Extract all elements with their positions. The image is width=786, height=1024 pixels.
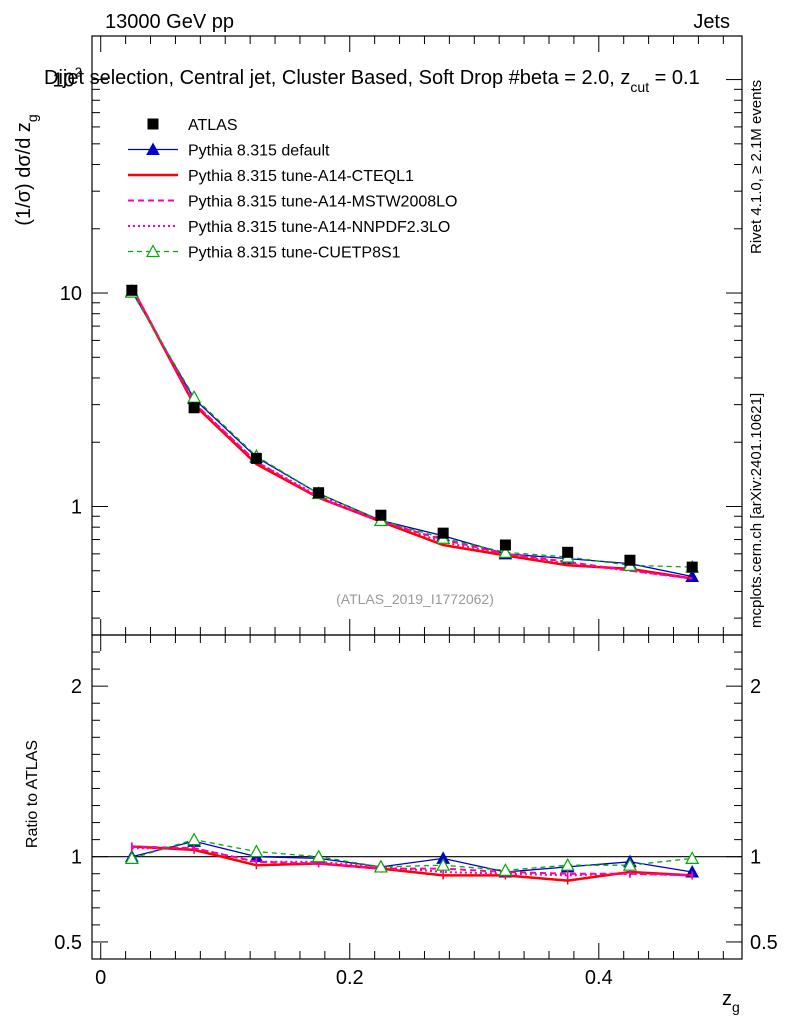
ratio-point-pythia-8-315-tune-cuetp8s1 <box>560 857 575 871</box>
main-y-tick-label: 10 <box>60 283 82 305</box>
ratio-y-tick-label: 0.5 <box>54 932 82 954</box>
legend-label-pythia-8-315-default: Pythia 8.315 default <box>188 143 330 160</box>
main-line-pythia-8-315-tune-a14-nnpdf2-3lo <box>130 287 693 580</box>
ratio-point-pythia-8-315-tune-cuetp8s1 <box>498 863 513 876</box>
ratio-y-tick-label: 1 <box>71 847 82 869</box>
data-point-atlas <box>624 554 636 566</box>
ratio-point-pythia-8-315-tune-cuetp8s1 <box>187 832 202 846</box>
legend-label-pythia-8-315-tune-a14-nnpdf2-3lo: Pythia 8.315 tune-A14-NNPDF2.3LO <box>188 219 450 236</box>
main-line-pythia-8-315-tune-a14-cteql1 <box>130 287 693 580</box>
data-point-atlas <box>188 402 200 414</box>
energy-label: 13000 GeV pp <box>105 11 234 33</box>
main-point-pythia-8-315-tune-cuetp8s1 <box>187 389 202 403</box>
legend-marker-atlas <box>147 118 159 130</box>
data-point-atlas <box>562 546 574 558</box>
selection-title-tail: = 0.1 <box>649 67 700 89</box>
selection-title: Dijet selection, Central jet, Cluster Ba… <box>44 67 700 95</box>
process-label: Jets <box>693 11 730 33</box>
legend-label-pythia-8-315-tune-cuetp8s1: Pythia 8.315 tune-CUETP8S1 <box>188 245 401 262</box>
x-tick-label: 0.4 <box>585 967 613 989</box>
ratio-y-tick-label-right: 0.5 <box>750 932 778 954</box>
ratio-y-tick-label-right: 2 <box>750 676 761 698</box>
ratio-point-pythia-8-315-tune-cuetp8s1 <box>249 844 264 858</box>
legend-entry-pythia-8-315-tune-a14-cteql1: Pythia 8.315 tune-A14-CTEQL1 <box>128 168 414 185</box>
legend-label-pythia-8-315-tune-a14-cteql1: Pythia 8.315 tune-A14-CTEQL1 <box>188 168 414 185</box>
ratio-point-pythia-8-315-tune-cuetp8s1 <box>685 851 700 864</box>
ratio-y-axis-label: Ratio to ATLAS <box>24 740 41 848</box>
main-y-tick-label: 1 <box>71 496 82 518</box>
data-point-atlas <box>499 539 511 551</box>
selection-title-sub: cut <box>630 79 649 95</box>
ratio-point-pythia-8-315-tune-cuetp8s1 <box>311 849 326 863</box>
legend-label-pythia-8-315-tune-a14-mstw2008lo: Pythia 8.315 tune-A14-MSTW2008LO <box>188 194 457 211</box>
analysis-watermark: (ATLAS_2019_I1772062) <box>336 591 494 607</box>
legend-entry-atlas: ATLAS <box>147 117 238 134</box>
mcplots-label: mcplots.cern.ch [arXiv:2401.10621] <box>748 393 765 628</box>
main-y-tick-label-base: 10 <box>53 70 75 92</box>
rivet-version-label: Rivet 4.1.0, ≥ 2.1M events <box>748 80 765 254</box>
ratio-line-pythia-8-315-tune-cuetp8s1 <box>131 838 693 871</box>
main-point-pythia-8-315-tune-cuetp8s1 <box>498 545 513 558</box>
legend-entry-pythia-8-315-tune-a14-nnpdf2-3lo: Pythia 8.315 tune-A14-NNPDF2.3LO <box>128 219 450 236</box>
main-y-axis-label-main: (1/σ) dσ/d z <box>13 122 35 226</box>
ratio-panel-frame <box>91 634 743 960</box>
main-line-pythia-8-315-tune-cuetp8s1 <box>131 291 693 568</box>
ratio-y-tick-label: 2 <box>71 676 82 698</box>
main-y-tick-label-exponent: 2 <box>75 65 82 80</box>
x-tick-label: 0.2 <box>336 967 364 989</box>
data-point-atlas <box>250 452 262 464</box>
ratio-point-pythia-8-315-tune-cuetp8s1 <box>124 851 139 864</box>
x-axis-label-subscript: g <box>732 999 740 1015</box>
main-line-pythia-8-315-tune-a14-mstw2008lo <box>130 286 693 580</box>
ratio-point-pythia-8-315-tune-cuetp8s1 <box>373 859 388 873</box>
legend-entry-pythia-8-315-default: Pythia 8.315 default <box>128 142 330 160</box>
legend-marker-pythia-8-315-default <box>146 142 160 155</box>
legend-label-atlas: ATLAS <box>188 117 238 134</box>
data-point-atlas <box>375 509 387 521</box>
x-axis-label: zg <box>722 988 740 1015</box>
data-point-atlas <box>126 284 138 296</box>
data-point-atlas <box>686 561 698 573</box>
legend-entry-pythia-8-315-tune-cuetp8s1: Pythia 8.315 tune-CUETP8S1 <box>128 244 401 262</box>
ratio-line-pythia-8-315-default <box>131 840 693 873</box>
x-axis-label-main: z <box>722 988 732 1010</box>
main-y-axis-label: (1/σ) dσ/d zg <box>13 114 40 225</box>
x-tick-label: 0 <box>95 967 106 989</box>
main-y-tick-label: 102 <box>53 65 82 92</box>
data-point-atlas <box>437 527 449 539</box>
ratio-y-tick-label-right: 1 <box>750 847 761 869</box>
data-point-atlas <box>313 487 325 499</box>
ratio-point-pythia-8-315-tune-cuetp8s1 <box>436 857 451 871</box>
ratio-line-pythia-8-315-tune-a14-cteql1 <box>131 845 693 882</box>
ratio-line-pythia-8-315-tune-a14-nnpdf2-3lo <box>131 847 693 877</box>
selection-title-main: Dijet selection, Central jet, Cluster Ba… <box>44 67 630 89</box>
legend-entry-pythia-8-315-tune-a14-mstw2008lo: Pythia 8.315 tune-A14-MSTW2008LO <box>128 194 457 211</box>
legend-marker-pythia-8-315-tune-cuetp8s1 <box>145 244 161 258</box>
main-y-axis-label-text: (1/σ) dσ/d zg <box>13 114 40 225</box>
main-y-axis-label-subscript: g <box>24 114 40 122</box>
ratio-point-pythia-8-315-tune-cuetp8s1 <box>622 857 637 871</box>
